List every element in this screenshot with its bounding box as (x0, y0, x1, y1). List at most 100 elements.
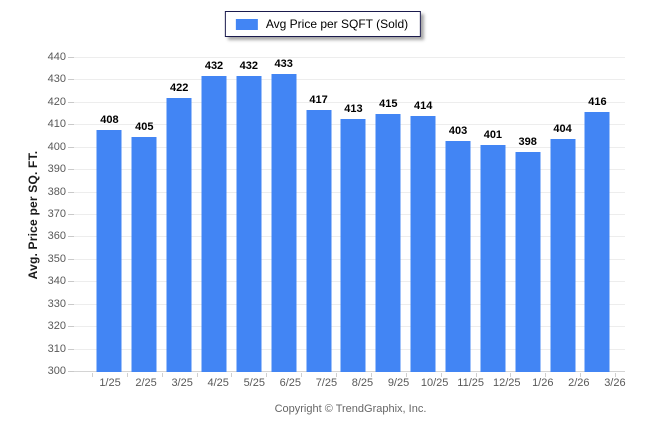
y-axis-tick (68, 79, 74, 81)
y-axis-tick (68, 146, 74, 148)
bar-slot: 415 (371, 58, 406, 372)
bar-value-label: 422 (169, 82, 189, 95)
y-axis-tick (68, 236, 74, 238)
bar[interactable] (201, 75, 227, 372)
bar-slot: 413 (336, 58, 371, 372)
x-axis-tick (336, 373, 338, 377)
bar[interactable] (166, 98, 192, 372)
y-tick-label: 370 (47, 208, 66, 220)
bar-value-label: 404 (553, 122, 572, 135)
y-tick-label: 300 (47, 365, 66, 377)
bar-value-label: 408 (100, 113, 119, 126)
bar[interactable] (515, 152, 541, 372)
bar-value-label: 413 (344, 102, 363, 115)
x-axis-tick (126, 373, 128, 377)
y-tick-label: 410 (47, 118, 66, 131)
x-tick-label: 3/25 (171, 377, 193, 389)
bar[interactable] (480, 145, 506, 372)
x-tick-label: 1/26 (532, 377, 554, 389)
legend: Avg Price per SQFT (Sold) (224, 11, 422, 37)
x-axis-tick (370, 373, 372, 377)
legend-item-avg-price-sqft[interactable]: Avg Price per SQFT (Sold) (235, 17, 409, 31)
bar-value-label: 398 (518, 136, 537, 149)
x-axis-tick (301, 373, 303, 377)
bar-slot: 432 (231, 58, 266, 372)
bar-value-label: 405 (135, 120, 154, 133)
y-axis-tick (68, 191, 74, 193)
bar[interactable] (271, 73, 297, 372)
bar-slot: 414 (406, 58, 441, 372)
bar[interactable] (306, 109, 332, 372)
x-axis-tick (475, 373, 477, 377)
y-tick-label: 390 (47, 163, 66, 176)
x-axis-labels: 1/25 2/25 3/25 4/25 5/25 6/25 7/25 8/25 9/25 10/2… (92, 377, 633, 389)
bar-slot: 432 (197, 58, 232, 372)
bar[interactable] (236, 75, 262, 372)
bar[interactable] (96, 129, 122, 372)
x-tick-label: 5/25 (243, 377, 265, 389)
x-tick-label: 2/26 (568, 377, 590, 389)
bar[interactable] (550, 138, 576, 372)
x-axis-tick (92, 373, 93, 377)
gridline (74, 101, 625, 103)
x-tick-label: 3/26 (604, 377, 626, 389)
x-axis-tick (615, 373, 616, 377)
x-tick-label: 4/25 (207, 377, 229, 389)
bar-value-label: 433 (274, 57, 293, 70)
bar-value-label: 415 (379, 98, 398, 111)
bar-slot: 422 (162, 58, 197, 372)
gridline (74, 79, 625, 81)
bar[interactable] (340, 118, 366, 372)
y-tick-label: 360 (47, 230, 66, 243)
y-tick-label: 310 (47, 342, 66, 355)
x-tick-label: 6/25 (279, 377, 302, 389)
x-axis-tick (545, 373, 547, 377)
bar[interactable] (584, 111, 610, 372)
bar-value-label: 432 (239, 59, 259, 72)
y-tick-label: 420 (47, 95, 66, 108)
y-tick-label: 380 (47, 185, 66, 198)
y-tick-label: 430 (47, 73, 66, 86)
bar[interactable] (131, 136, 157, 372)
y-axis-tick (68, 326, 74, 328)
bar-slot: 404 (545, 58, 580, 372)
y-axis-tick (68, 281, 74, 283)
bars-container: 408 405 422 432 432 433 417 413 415 414 403 401 398 4… (92, 58, 615, 372)
bar-value-label: 432 (204, 59, 224, 72)
x-tick-label: 12/25 (492, 377, 521, 389)
x-tick-label: 11/25 (457, 377, 485, 389)
bar[interactable] (445, 141, 471, 372)
bar-slot: 433 (266, 58, 301, 372)
bar-value-label: 416 (588, 95, 607, 108)
y-axis-tick (68, 348, 74, 350)
bar[interactable] (410, 116, 436, 372)
y-axis-tick (68, 124, 74, 126)
y-tick-label: 330 (47, 297, 66, 310)
y-axis-tick (68, 303, 74, 305)
x-axis-tick (580, 373, 582, 377)
bar[interactable] (375, 114, 401, 372)
copyright-text: Copyright © TrendGraphix, Inc. (274, 403, 427, 415)
x-axis-tick (510, 373, 512, 377)
y-axis-tick (68, 57, 74, 58)
y-tick-label: 320 (47, 320, 66, 333)
x-axis-tick (196, 373, 198, 377)
x-tick-label: 9/25 (387, 377, 410, 389)
bar-slot: 401 (475, 58, 510, 372)
y-axis-tick (68, 169, 74, 171)
bar-value-label: 417 (309, 93, 328, 106)
bar-value-label: 401 (483, 129, 503, 142)
x-axis-tick (231, 373, 233, 377)
y-tick-label: 350 (47, 252, 66, 265)
y-tick-label: 440 (47, 51, 66, 63)
bar-slot: 398 (510, 58, 545, 372)
x-tick-label: 1/25 (99, 377, 121, 389)
bar-slot: 405 (127, 58, 162, 372)
x-tick-label: 8/25 (351, 377, 374, 389)
plot-area: 408 405 422 432 432 433 417 413 415 414 403 401 398 4… (68, 57, 627, 377)
bar-slot: 417 (301, 58, 336, 372)
y-axis-tick (68, 258, 74, 260)
legend-label: Avg Price per SQFT (Sold) (265, 17, 409, 31)
x-axis-tick (266, 373, 268, 377)
